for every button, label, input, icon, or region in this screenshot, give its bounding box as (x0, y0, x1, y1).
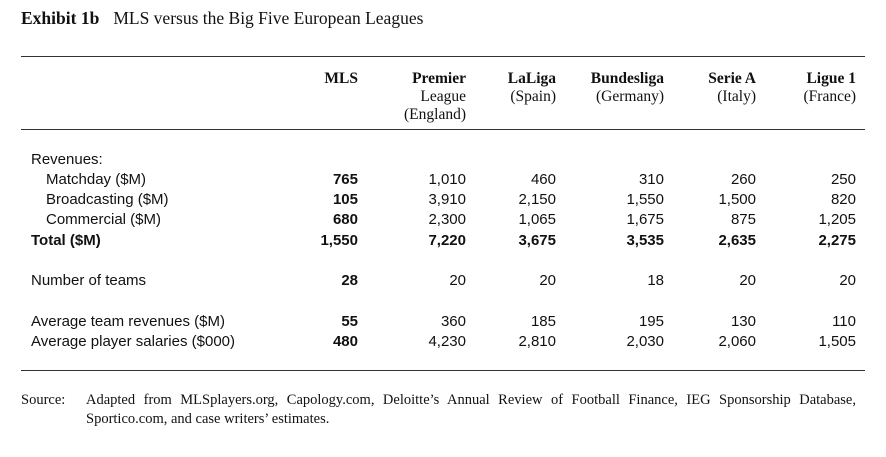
table-cell: 250 (830, 171, 856, 188)
table-cell: 20 (449, 272, 466, 289)
table-cell: 185 (530, 313, 556, 330)
table-cell: 820 (830, 191, 856, 208)
column-header-subtitle: League (420, 88, 466, 105)
table-cell: 360 (440, 313, 466, 330)
row-label: Revenues: (31, 151, 103, 168)
table-cell: 765 (332, 171, 358, 188)
table-cell: 3,535 (626, 232, 664, 249)
header-bottom-rule (21, 129, 865, 130)
table-cell: 260 (730, 171, 756, 188)
table-cell: 875 (730, 211, 756, 228)
table-cell: 105 (332, 191, 358, 208)
table-cell: 4,230 (428, 333, 466, 350)
table-cell: 55 (341, 313, 358, 330)
table-cell: 480 (332, 333, 358, 350)
column-header-name: Ligue 1 (806, 70, 856, 87)
column-header: MLS (248, 70, 358, 88)
table-cell: 20 (839, 272, 856, 289)
table-cell: 2,810 (518, 333, 556, 350)
table-cell: 680 (332, 211, 358, 228)
table-cell: 110 (832, 313, 856, 330)
table-cell: 3,675 (518, 232, 556, 249)
row-label: Average team revenues ($M) (31, 313, 225, 330)
table-cell: 2,030 (626, 333, 664, 350)
table-cell: 20 (539, 272, 556, 289)
table-cell: 1,500 (718, 191, 756, 208)
table-cell: 2,150 (518, 191, 556, 208)
exhibit-title: Exhibit 1b MLS versus the Big Five Europe… (21, 8, 423, 29)
table-cell: 2,275 (818, 232, 856, 249)
column-header-subtitle: (Spain) (510, 88, 556, 105)
column-header-name: LaLiga (507, 70, 556, 87)
source-text: Adapted from MLSplayers.org, Capology.co… (86, 392, 856, 427)
table-cell: 2,060 (718, 333, 756, 350)
table-cell: 18 (647, 272, 664, 289)
table-cell: 2,635 (718, 232, 756, 249)
table-cell: 130 (730, 313, 756, 330)
row-label: Total ($M) (31, 232, 101, 249)
row-label: Broadcasting ($M) (46, 191, 169, 208)
column-header: Serie A (Italy) (646, 70, 756, 106)
column-header-name: MLS (324, 70, 358, 87)
table-cell: 28 (341, 272, 358, 289)
column-header-name: Serie A (708, 70, 756, 87)
table-cell: 2,300 (428, 211, 466, 228)
column-header-subtitle: (Germany) (596, 88, 664, 105)
column-header-subtitle: (France) (803, 88, 857, 105)
table-cell: 1,675 (626, 211, 664, 228)
table-cell: 1,010 (428, 171, 466, 188)
table-bottom-rule (21, 370, 865, 371)
table-cell: 195 (638, 313, 664, 330)
table-cell: 1,550 (626, 191, 664, 208)
column-header-name: Premier (412, 70, 466, 87)
table-cell: 310 (638, 171, 664, 188)
table-cell: 7,220 (428, 232, 466, 249)
exhibit-title-text: MLS versus the Big Five European Leagues (113, 8, 424, 28)
column-header: Ligue 1 (France) (746, 70, 857, 106)
table-cell: 3,910 (428, 191, 466, 208)
column-header: Premier League (England) (356, 70, 466, 124)
table-cell: 1,550 (320, 232, 358, 249)
table-cell: 1,065 (518, 211, 556, 228)
exhibit-label: Exhibit 1b (21, 8, 100, 28)
table-cell: 20 (739, 272, 756, 289)
source-label: Source: (21, 392, 66, 408)
table-top-rule (21, 56, 865, 57)
column-header: LaLiga (Spain) (446, 70, 556, 106)
column-header-subtitle: (England) (404, 106, 466, 123)
row-label: Average player salaries ($000) (31, 333, 236, 350)
table-cell: 460 (530, 171, 556, 188)
column-header-subtitle: (Italy) (717, 88, 756, 105)
table-cell: 1,505 (818, 333, 856, 350)
table-cell: 1,205 (818, 211, 856, 228)
column-header-name: Bundesliga (590, 70, 664, 87)
row-label: Commercial ($M) (46, 211, 162, 228)
column-header: Bundesliga (Germany) (554, 70, 664, 106)
row-label: Number of teams (31, 272, 147, 289)
row-label: Matchday ($M) (46, 171, 147, 188)
